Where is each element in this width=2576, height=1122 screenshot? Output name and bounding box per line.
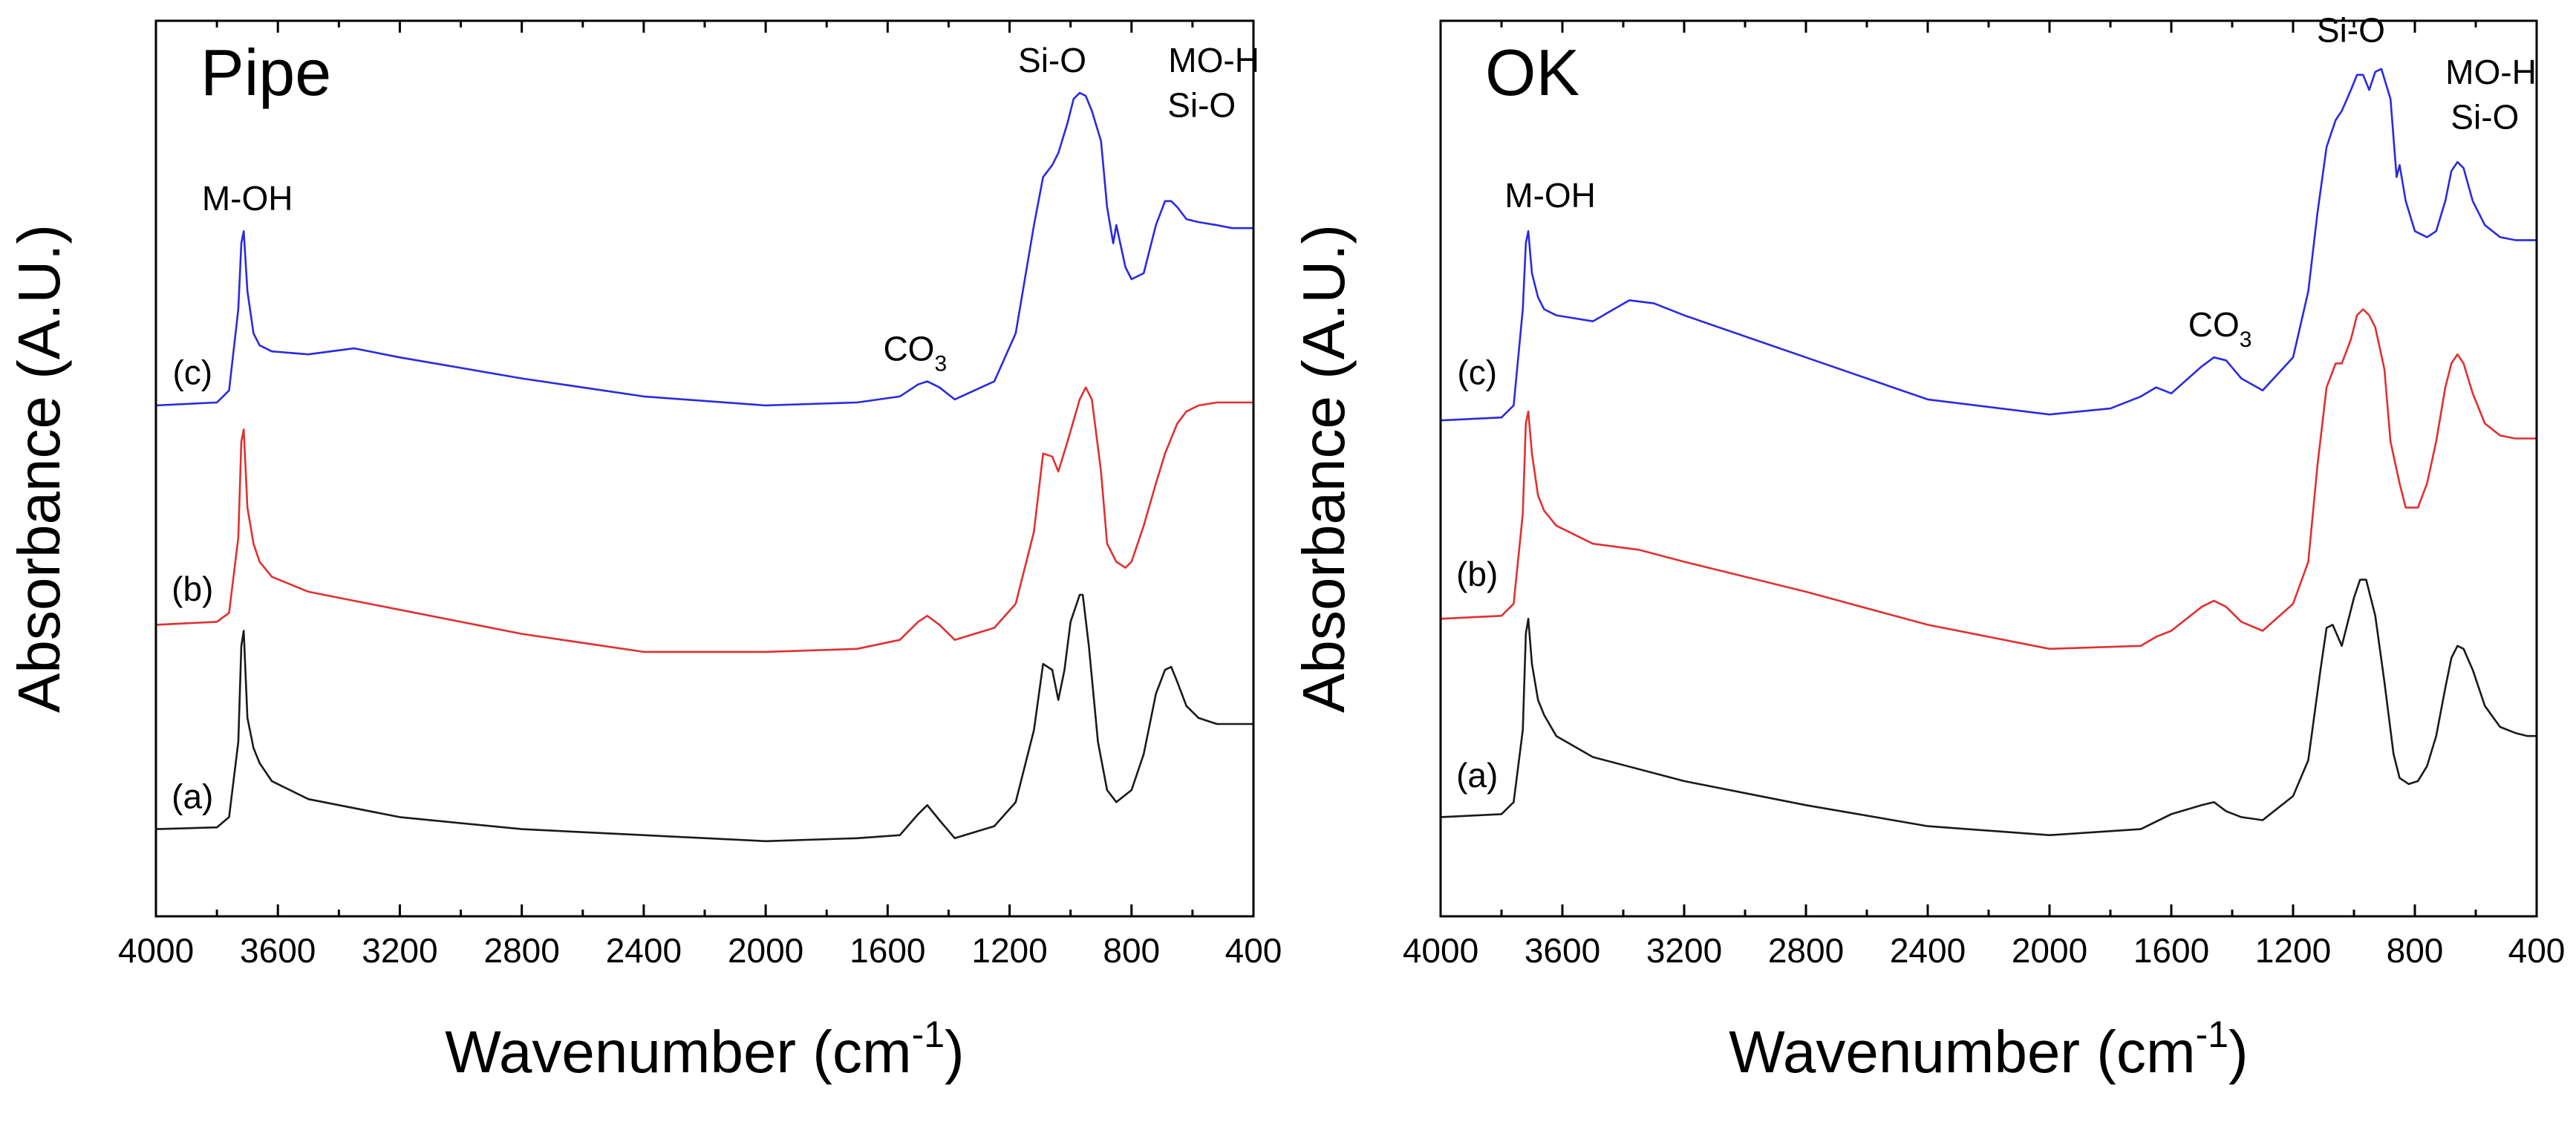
series-line-a — [1440, 578, 2537, 836]
chart-panel-2: 4000 3600 3200 2800 2400 2000 1600 1200 800 400 Wa… — [1291, 10, 2565, 1085]
peak-annotation: MO-H — [2445, 53, 2537, 91]
x-tick-label: 1200 — [2255, 931, 2331, 970]
x-tick-label: 1600 — [2133, 931, 2209, 970]
peak-annotation: Si-O — [2451, 98, 2519, 137]
x-tick-label: 400 — [1225, 931, 1282, 970]
x-axis-title: Wavenumber (cm-1) — [1729, 1014, 2248, 1085]
peak-annotation: Si-O — [1167, 86, 1236, 125]
series-line-c — [1440, 68, 2537, 422]
x-tick-label: 2800 — [1768, 931, 1844, 970]
trace-label: (c) — [1457, 353, 1497, 392]
series-line-c — [155, 91, 1253, 407]
x-tick-label: 2400 — [606, 931, 682, 970]
x-tick-label: 4000 — [1403, 931, 1478, 970]
x-tick-label: 3200 — [1646, 931, 1722, 970]
chart-panel-1: 4000 3600 3200 2800 2400 2000 1600 1200 800 400 Wa… — [6, 19, 1282, 1085]
x-tick-label: 2000 — [2012, 931, 2087, 970]
y-axis-title: Absorbance (A.U.) — [1291, 224, 1357, 713]
x-tick-label: 2800 — [483, 931, 559, 970]
series-line-b — [155, 386, 1253, 653]
trace-label: (b) — [1456, 555, 1498, 593]
x-tick-label: 3600 — [1525, 931, 1600, 970]
x-tick-label: 800 — [2387, 931, 2444, 970]
peak-annotation: M-OH — [1504, 176, 1596, 215]
peak-annotation: CO3 — [883, 329, 947, 376]
peak-annotation: Si-O — [1018, 41, 1086, 79]
trace-label: (b) — [172, 570, 213, 608]
x-tick-label: 1200 — [971, 931, 1047, 970]
y-axis-title: Absorbance (A.U.) — [6, 224, 72, 713]
x-tick-label: 1600 — [850, 931, 925, 970]
chart-title: OK — [1485, 36, 1579, 109]
peak-annotation: CO3 — [2188, 305, 2252, 352]
plot-frame — [154, 19, 1255, 918]
peak-annotation: MO-H — [1168, 41, 1259, 79]
series-line-a — [155, 593, 1253, 843]
x-tick-label: 2000 — [728, 931, 803, 970]
peak-annotation: M-OH — [202, 179, 293, 218]
x-axis-title: Wavenumber (cm-1) — [445, 1014, 964, 1085]
x-tick-label: 800 — [1103, 931, 1160, 970]
trace-label: (a) — [172, 777, 213, 815]
series-line-b — [1440, 308, 2537, 650]
chart-title: Pipe — [200, 36, 331, 109]
x-tick-label: 3600 — [240, 931, 316, 970]
x-tick-label: 400 — [2508, 931, 2566, 970]
x-tick-label: 2400 — [1890, 931, 1966, 970]
plot-frame — [1439, 19, 2538, 918]
trace-label: (c) — [172, 353, 212, 392]
x-tick-label: 4000 — [118, 931, 194, 970]
x-tick-label: 3200 — [362, 931, 437, 970]
peak-annotation: Si-O — [2317, 10, 2385, 49]
trace-label: (a) — [1456, 756, 1498, 795]
